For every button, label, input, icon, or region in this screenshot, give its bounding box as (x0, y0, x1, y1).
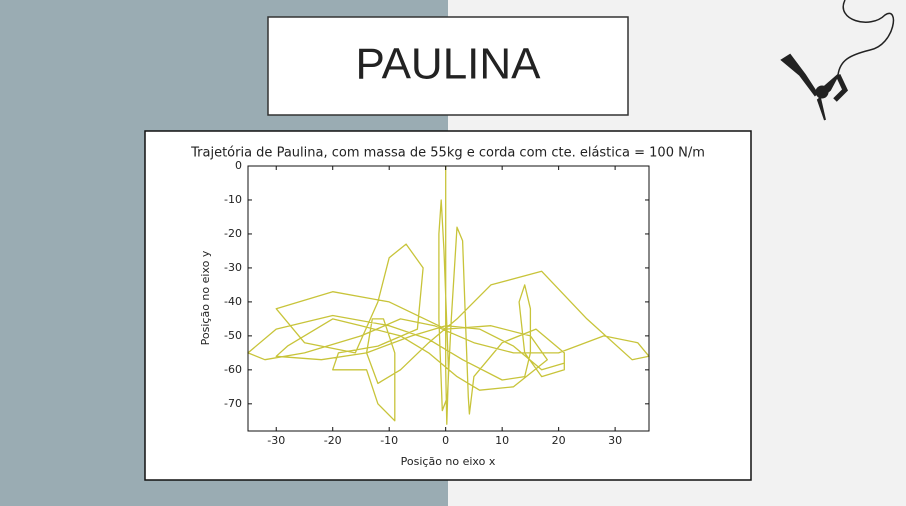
y-tick-label: -40 (224, 295, 242, 308)
slide-title: PAULINA (355, 40, 541, 89)
plot-frame (247, 165, 650, 432)
y-tick-label: -60 (224, 363, 242, 376)
trajectory-line (247, 166, 650, 425)
x-tick-label: 0 (442, 434, 449, 447)
y-tick-label: -50 (224, 329, 242, 342)
x-tick-label: 20 (552, 434, 566, 447)
x-tick-label: -30 (267, 434, 285, 447)
y-tick-label: -30 (224, 261, 242, 274)
title-box (267, 16, 629, 116)
x-tick-label: 10 (495, 434, 509, 447)
x-tick-label: -20 (324, 434, 342, 447)
chart-title: Trajetória de Paulina, com massa de 55kg… (190, 146, 705, 161)
y-tick-label: 0 (235, 159, 242, 172)
y-axis-label: Posição no eixo y (199, 250, 212, 345)
x-tick-label: 30 (608, 434, 622, 447)
x-axis-label: Posição no eixo x (401, 455, 496, 468)
bungee-icon (780, 0, 895, 121)
plot: -30 -20 -10 0 10 20 30 0 -10 -20 -30 -40 -50 -60 -70 (224, 159, 650, 447)
chart-box (144, 130, 752, 481)
x-tick-label: -10 (380, 434, 398, 447)
y-tick-label: -10 (224, 193, 242, 206)
y-tick-label: -20 (224, 227, 242, 240)
y-tick-label: -70 (224, 397, 242, 410)
